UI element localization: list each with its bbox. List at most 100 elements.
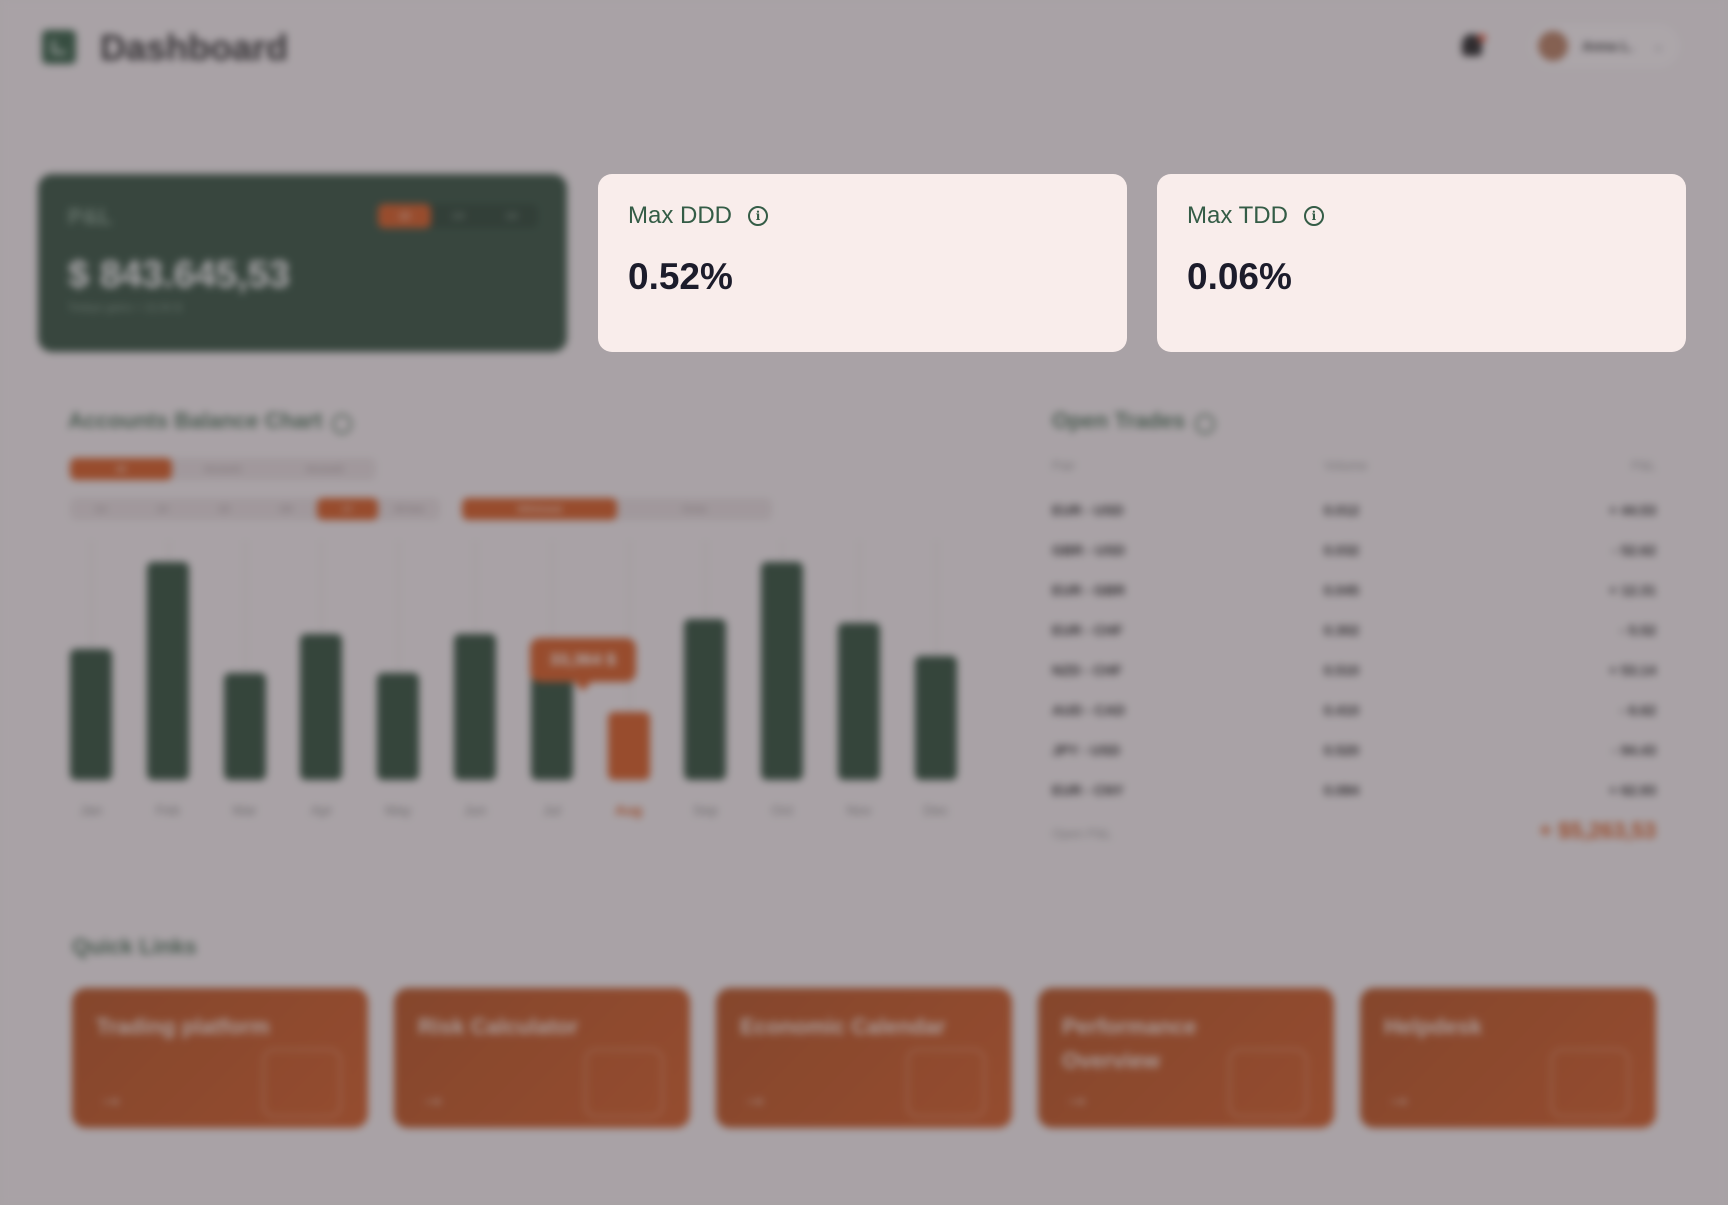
trade-pair: EUR - CNY [1052,782,1124,798]
quick-link-trading-platform[interactable]: Trading platform → [72,988,368,1128]
open-trades-heading: Open Trades [1052,408,1216,434]
column-header-pair: Pair [1052,458,1076,473]
tab-1h[interactable]: 1H [156,504,169,514]
bar-dec[interactable] [914,655,957,780]
bar-mar[interactable] [223,673,266,780]
bar-feb[interactable] [146,562,189,780]
tab-account-2[interactable]: Account2 [306,464,344,474]
table-row[interactable]: EUR - CNY 0.084 + 62.93 [1052,782,1656,802]
bar-jun[interactable] [454,633,496,780]
info-icon[interactable]: i [1303,206,1324,226]
trade-pnl: + 53.14 [1608,662,1656,678]
balance-chart-heading: Accounts Balance Chart [68,408,353,434]
bar-sep[interactable] [684,618,727,780]
month-label: Oct [771,802,794,818]
quick-link-economic-calendar[interactable]: Economic Calendar → [716,988,1012,1128]
pnl-value: $ 843.645,53 [68,254,290,296]
trade-pair: EUR - GBR [1052,582,1126,598]
page-title: Dashboard [100,27,289,68]
bar-may[interactable] [377,673,420,780]
trade-pair: NZD - CHF [1052,662,1122,678]
tab-1y[interactable]: 1Y [316,498,379,520]
tab-all-time[interactable]: All time [394,504,424,514]
table-row[interactable]: JPY - USD 0.520 - 94.43 [1052,742,1656,762]
pnl-toggle-1w[interactable]: 1W [451,211,465,221]
quick-link-label: Economic Calendar [740,1014,946,1039]
top-header: Dashboard Anna L. ⌄ [0,0,1728,100]
trade-pnl: - 6.62 [1620,702,1656,718]
month-label: Nov [846,802,872,818]
table-row[interactable]: EUR - GBR 0.045 + 12.31 [1052,582,1656,602]
balance-chart-title: Accounts Balance Chart [68,408,323,433]
tab-1d[interactable]: 1D [218,504,230,514]
metric-tabs: Withdrawal Gross [462,498,772,520]
tab-withdrawal[interactable]: Withdrawal [462,498,617,520]
pnl-subtitle: Todays gains + 22,50 $ [68,302,182,314]
table-row[interactable]: NZD - CHF 0.510 + 53.14 [1052,662,1656,682]
month-label: May [384,802,412,818]
user-name: Anna L. [1582,38,1634,54]
trade-pair: EUR - USD [1052,502,1124,518]
user-menu[interactable]: Anna L. ⌄ [1530,24,1680,68]
info-icon[interactable]: i [748,206,769,226]
arrow-right-icon: → [742,1082,768,1112]
month-label: Jan [79,802,103,818]
trade-pair: JPY - USD [1052,742,1121,758]
bar-aug[interactable] [607,712,650,780]
trade-volume: 0.510 [1324,662,1360,678]
info-icon[interactable] [332,413,353,434]
open-trades-title: Open Trades [1052,408,1186,433]
open-pnl-label: Open P&L [1052,826,1112,841]
open-trades-card: Open Trades Pair Volume P&L EUR - USD 0.0… [1032,390,1662,870]
quick-link-helpdesk[interactable]: Helpdesk → [1360,988,1656,1128]
quick-link-risk-calculator[interactable]: Risk Calculator → [394,988,690,1128]
trade-pnl: + 62.93 [1608,782,1656,798]
trade-pair: AUD - CAD [1052,702,1126,718]
month-label: Apr [310,802,333,818]
quick-links-title: Quick Links [72,934,197,959]
trade-pnl: - 5.52 [1620,622,1656,638]
app-logo[interactable] [42,30,76,64]
bar-nov[interactable] [838,623,880,780]
table-row[interactable]: GBR - USD 0.032 - 52.62 [1052,542,1656,562]
trade-volume: 0.410 [1324,702,1360,718]
quick-link-performance-overview[interactable]: Performance Overview → [1038,988,1334,1128]
pnl-toggle-1d[interactable]: 1D [378,204,432,228]
trade-volume: 0.520 [1324,742,1360,758]
trade-pnl: - 94.43 [1612,742,1656,758]
arrow-right-icon: → [98,1082,124,1112]
balance-chart-card: Accounts Balance Chart All Account1 Acco… [38,390,990,860]
tab-gross[interactable]: Gross [682,504,707,514]
tab-1w[interactable]: 1W [279,504,293,514]
pnl-label: P&L [68,204,112,229]
tab-account-1[interactable]: Account1 [204,464,242,474]
bar-chart-icon [1228,1048,1308,1118]
chevron-down-icon: ⌄ [1653,39,1664,53]
trade-volume: 0.302 [1324,622,1360,638]
account-tabs: All Account1 Account2 [70,458,376,480]
table-row[interactable]: EUR - CHF 0.302 - 5.52 [1052,622,1656,642]
trade-pnl: + 12.31 [1608,582,1656,598]
max-tdd-label-row: Max TDD i [1187,202,1324,230]
bar-apr[interactable] [300,633,343,780]
bar-jan[interactable] [70,649,112,780]
logo-chart-icon [52,40,66,54]
table-row[interactable]: AUD - CAD 0.410 - 6.62 [1052,702,1656,722]
info-icon[interactable] [1195,413,1216,434]
open-pnl-value: + $5,263,53 [1539,818,1656,843]
pnl-card: P&L 1D 1W 1M $ 843.645,53 Todays gains +… [38,174,567,352]
table-row[interactable]: EUR - USD 0.012 + 44.53 [1052,502,1656,522]
calendar-icon [906,1048,986,1118]
month-label: Mar [232,802,257,818]
bar-oct[interactable] [761,562,804,780]
tab-1m[interactable]: 1m [94,504,108,514]
tab-account-all[interactable]: All [70,458,172,480]
trade-volume: 0.012 [1324,502,1360,518]
month-label: Feb [155,802,180,818]
pnl-toggle-1m[interactable]: 1M [505,211,518,221]
pnl-period-toggle: 1D 1W 1M [378,204,538,228]
month-label: Sep [692,802,718,818]
max-ddd-card: Max DDD i 0.52% [598,174,1127,352]
quick-link-label: Risk Calculator [418,1014,579,1039]
bell-icon[interactable] [1462,34,1482,56]
